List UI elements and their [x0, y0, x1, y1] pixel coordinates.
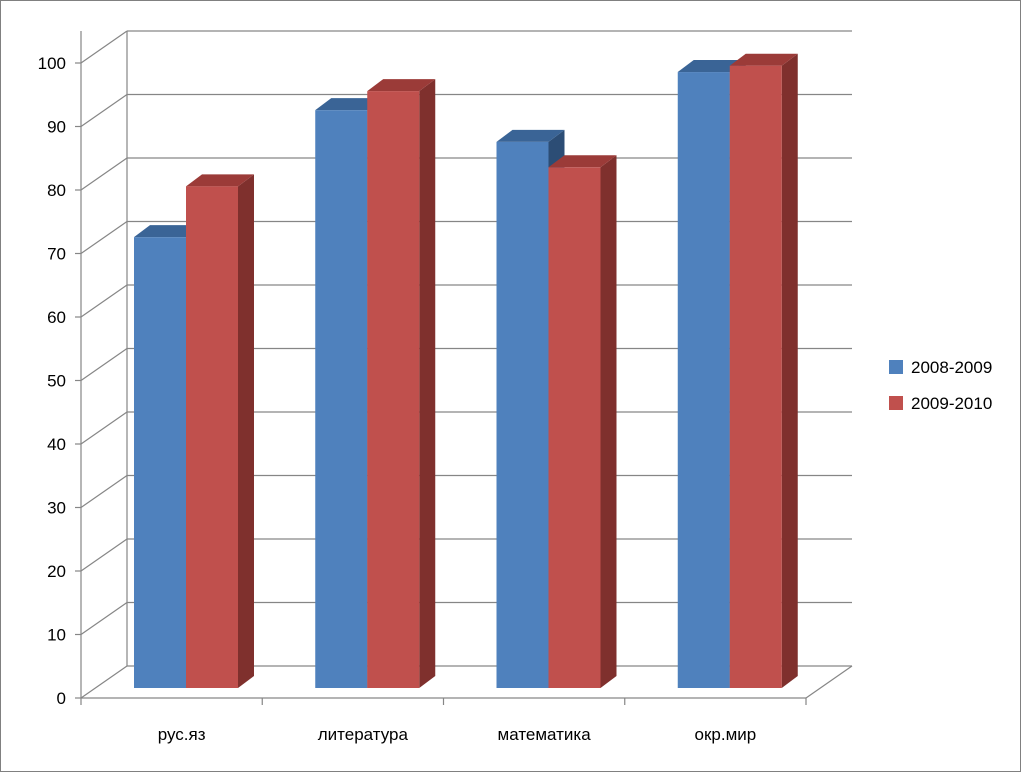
- gridline-diagonal: [80, 157, 128, 191]
- gridline-diagonal: [80, 411, 128, 445]
- gridline-diagonal: [80, 94, 128, 127]
- bar-top: [315, 98, 384, 111]
- bar-top: [186, 174, 254, 187]
- bar-front: [729, 65, 782, 688]
- bar-side: [781, 53, 798, 688]
- bar-side: [600, 155, 617, 689]
- bar-front: [496, 141, 549, 688]
- gridline-diagonal: [80, 30, 128, 64]
- y-tick-label: 70: [47, 245, 66, 264]
- y-tick-label: 80: [47, 181, 66, 200]
- gridline-diagonal: [80, 348, 128, 381]
- bar-top: [548, 155, 617, 168]
- bar-front: [186, 186, 238, 688]
- legend-label: 2009-2010: [911, 394, 992, 413]
- legend-swatch: [889, 396, 903, 410]
- x-category-label: рус.яз: [158, 725, 206, 744]
- y-tick-label: 50: [47, 372, 66, 391]
- legend-label: 2008-2009: [911, 358, 992, 377]
- bar-side: [238, 174, 254, 689]
- bar-top: [729, 53, 798, 66]
- y-tick-label: 20: [47, 562, 66, 581]
- bar-top: [134, 225, 202, 238]
- bar-top: [677, 60, 746, 73]
- x-category-label: математика: [498, 725, 592, 744]
- x-category-label: окр.мир: [695, 725, 757, 744]
- floor-edge: [805, 665, 853, 699]
- bar-front: [548, 167, 601, 689]
- bar-front: [677, 72, 730, 689]
- bar: [548, 155, 617, 689]
- bar: [367, 79, 436, 689]
- y-tick-label: 0: [57, 689, 66, 708]
- y-tick-label: 40: [47, 435, 66, 454]
- bar: [186, 174, 254, 689]
- gridline-diagonal: [80, 475, 128, 508]
- bar-top: [496, 129, 565, 142]
- legend: 2008-2009 2009-2010: [889, 358, 992, 413]
- x-category-label: литература: [318, 725, 409, 744]
- bar-front: [134, 237, 186, 688]
- bar-side: [419, 79, 436, 689]
- y-tick-label: 60: [47, 308, 66, 327]
- bar: [729, 53, 798, 688]
- y-tick-label: 30: [47, 499, 66, 518]
- gridline-diagonal: [80, 221, 128, 254]
- bar-front: [367, 91, 420, 689]
- y-tick-label: 90: [47, 118, 66, 137]
- gridline-diagonal: [80, 538, 128, 572]
- y-tick-label: 100: [38, 54, 66, 73]
- bar-front: [315, 110, 368, 688]
- gridline-diagonal: [80, 602, 128, 635]
- bar-top: [367, 79, 436, 92]
- gridline-diagonal: [80, 665, 128, 699]
- y-tick-label: 10: [47, 626, 66, 645]
- gridline-diagonal: [80, 284, 128, 318]
- legend-swatch: [889, 360, 903, 374]
